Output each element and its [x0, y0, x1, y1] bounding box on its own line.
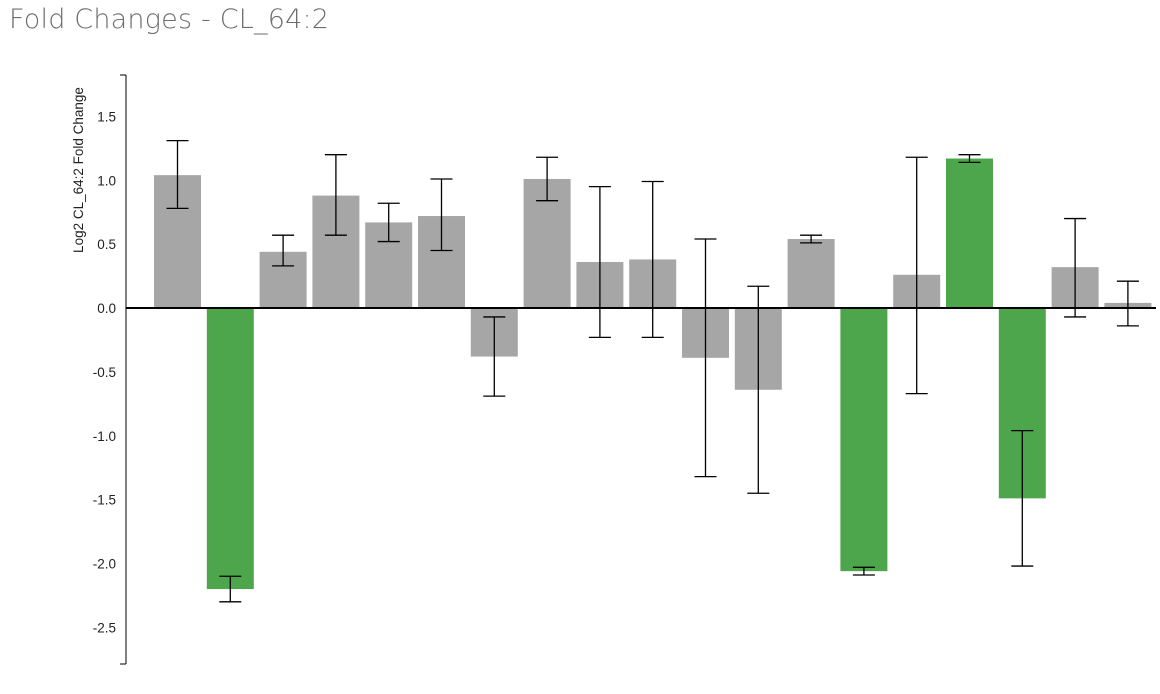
error-bar: [1116, 280, 1139, 327]
y-tick-label: -1.5: [93, 493, 116, 508]
y-tick-label: -0.5: [93, 365, 116, 380]
bar: [206, 308, 254, 590]
error-bar: [324, 154, 347, 236]
error-bar: [166, 139, 189, 210]
chart-title: Fold Changes - CL_64:2: [9, 4, 330, 35]
y-tick-label: 0.5: [97, 237, 116, 252]
error-bar: [1064, 217, 1087, 318]
y-tick-label: 1.0: [97, 173, 116, 188]
error-bar: [377, 202, 400, 243]
error-bar: [1011, 429, 1034, 567]
error-bar: [641, 180, 664, 339]
error-bar: [430, 178, 453, 252]
error-bar: [694, 238, 717, 478]
error-bar: [958, 154, 981, 164]
error-bar: [588, 185, 611, 339]
error-bar: [905, 156, 928, 395]
error-bar: [219, 575, 242, 603]
error-bar: [852, 566, 875, 576]
y-tick-label: -2.5: [93, 620, 116, 635]
bar: [787, 239, 835, 308]
y-tick-label: 0.0: [97, 301, 116, 316]
y-tick-label: 1.5: [97, 109, 116, 124]
y-tick-label: -1.0: [93, 429, 116, 444]
bar: [840, 308, 888, 572]
bar: [946, 158, 993, 308]
error-bar: [747, 285, 770, 494]
error-bar: [483, 316, 506, 397]
error-bars-layer: [166, 139, 1139, 603]
y-axis: 1.5 1.0 0.5 0.0 -0.5 -1.0 -1.5 -2.0 -2.5: [93, 74, 1156, 665]
y-tick-label: -2.0: [93, 557, 116, 572]
error-bar: [272, 234, 295, 267]
error-bar: [800, 234, 823, 244]
y-axis-title: Log2 CL_64:2 Fold Change: [71, 87, 86, 253]
error-bar: [536, 156, 559, 202]
